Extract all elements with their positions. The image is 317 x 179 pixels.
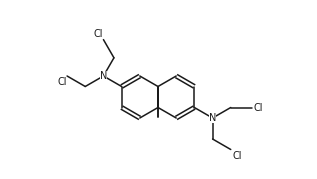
Text: Cl: Cl xyxy=(233,151,242,161)
Text: Cl: Cl xyxy=(254,103,263,112)
Text: N: N xyxy=(100,71,107,81)
Text: N: N xyxy=(209,113,216,123)
Text: Cl: Cl xyxy=(58,77,67,87)
Text: Cl: Cl xyxy=(94,29,103,39)
